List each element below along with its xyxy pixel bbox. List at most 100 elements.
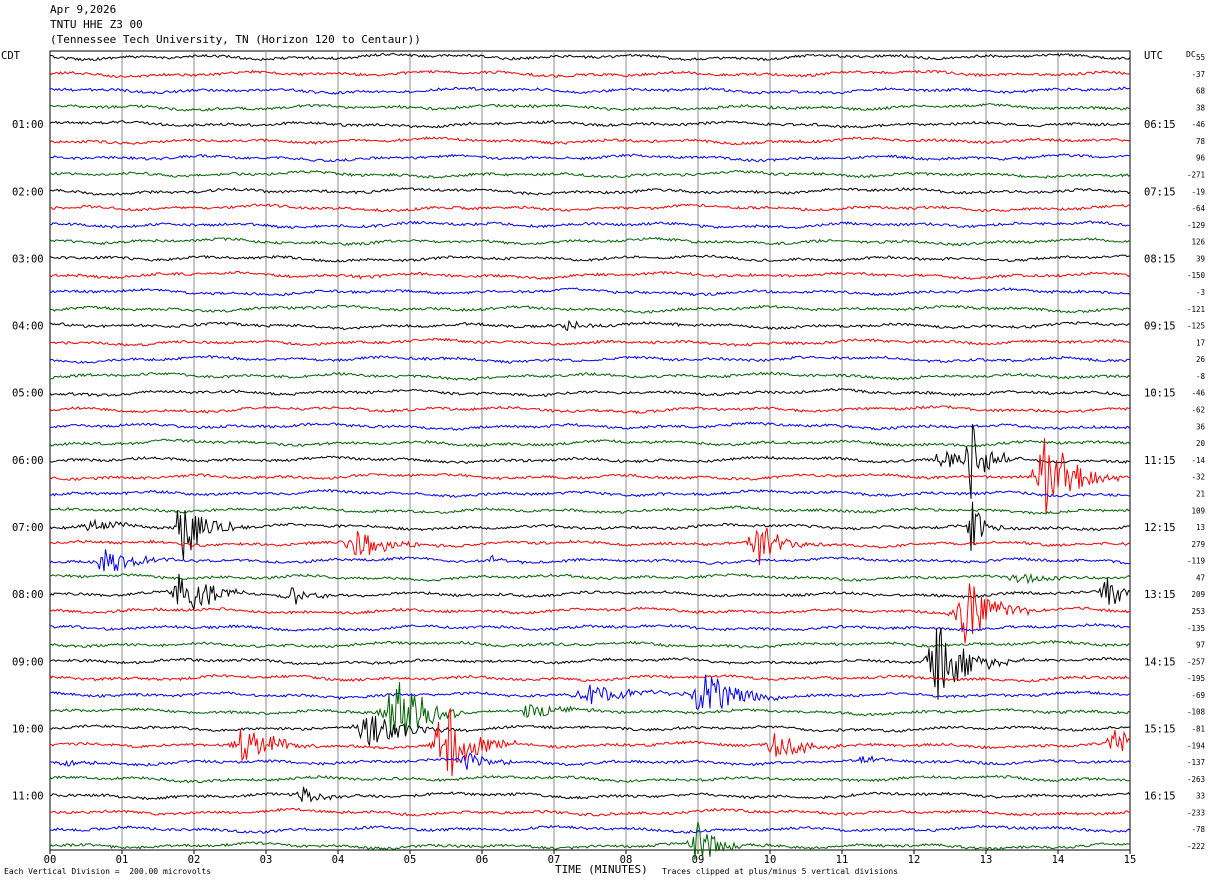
trace-26	[49, 438, 1130, 514]
trace-38	[49, 674, 1131, 683]
utc-time-label: 06:15	[1144, 119, 1176, 131]
dc-offset-28: 109	[1191, 506, 1205, 515]
x-tick-label-00: 00	[44, 854, 57, 866]
dc-offset-34: 253	[1191, 607, 1205, 616]
x-tick-label-03: 03	[260, 854, 273, 866]
header-location: (Tennessee Tech University, TN (Horizon …	[50, 33, 421, 46]
dc-offset-9: -19	[1191, 187, 1205, 196]
dc-offset-35: -135	[1187, 624, 1205, 633]
dc-offset-7: 96	[1196, 154, 1206, 163]
left-axis-title: CDT	[1, 50, 20, 62]
trace-31	[49, 549, 1131, 572]
cdt-time-label: 10:00	[12, 723, 44, 735]
trace-18	[49, 337, 1131, 347]
trace-37	[49, 627, 1131, 700]
dc-offset-40: -108	[1187, 708, 1206, 717]
cdt-time-label: 02:00	[12, 186, 44, 198]
trace-8	[49, 169, 1131, 179]
utc-time-label: 08:15	[1144, 253, 1176, 265]
cdt-time-label: 09:00	[12, 656, 44, 668]
dc-offset-43: -137	[1187, 758, 1205, 767]
x-tick-label-01: 01	[116, 854, 129, 866]
cdt-time-label: 07:00	[12, 522, 44, 534]
trace-3	[49, 86, 1131, 95]
x-tick-label-14: 14	[1052, 854, 1065, 866]
dc-offset-20: -8	[1196, 372, 1206, 381]
trace-11	[49, 220, 1131, 229]
trace-23	[49, 421, 1131, 431]
dc-offset-16: -121	[1187, 305, 1205, 314]
dc-offset-30: 279	[1191, 540, 1205, 549]
trace-13	[49, 254, 1130, 263]
x-tick-label-12: 12	[908, 854, 921, 866]
trace-32	[49, 573, 1131, 585]
trace-16	[50, 304, 1131, 314]
dc-offset-13: 39	[1196, 254, 1205, 263]
trace-25	[49, 424, 1131, 499]
dc-offset-37: -257	[1187, 657, 1205, 666]
dc-offset-45: 33	[1196, 792, 1205, 801]
dc-offset-3: 68	[1196, 87, 1206, 96]
dc-offset-27: 21	[1196, 489, 1205, 498]
utc-time-label: 11:15	[1144, 455, 1176, 467]
trace-4	[49, 103, 1131, 112]
trace-9	[49, 187, 1131, 196]
dc-offset-23: 36	[1196, 422, 1206, 431]
trace-30	[49, 527, 1131, 566]
x-tick-label-05: 05	[404, 854, 417, 866]
trace-22	[49, 405, 1131, 415]
trace-35	[49, 622, 1131, 632]
trace-20	[49, 371, 1131, 381]
dc-offset-21: -46	[1191, 389, 1205, 398]
dc-offset-17: -125	[1187, 322, 1205, 331]
utc-time-label: 09:15	[1144, 321, 1176, 333]
right-axis-title: UTC	[1144, 50, 1163, 62]
x-tick-label-13: 13	[980, 854, 993, 866]
dc-offset-42: -194	[1187, 741, 1206, 750]
dc-offset-36: 97	[1196, 641, 1205, 650]
trace-39	[49, 674, 1131, 711]
dc-offset-38: -195	[1187, 674, 1205, 683]
x-tick-label-15: 15	[1124, 854, 1137, 866]
utc-time-label: 15:15	[1144, 723, 1176, 735]
trace-7	[49, 153, 1131, 163]
dc-offset-12: 126	[1191, 238, 1205, 247]
dc-offset-47: -78	[1191, 825, 1205, 834]
trace-28	[49, 505, 1131, 516]
dc-offset-44: -263	[1187, 775, 1205, 784]
dc-offset-1: 55	[1196, 53, 1205, 62]
x-tick-label-10: 10	[764, 854, 777, 866]
dc-offset-46: -233	[1187, 808, 1205, 817]
trace-43	[49, 752, 1131, 770]
dc-offset-25: -14	[1191, 456, 1205, 465]
x-tick-label-06: 06	[476, 854, 489, 866]
trace-42	[49, 708, 1131, 777]
dc-offset-24: 20	[1196, 439, 1206, 448]
trace-12	[49, 236, 1131, 247]
plot-frame	[49, 50, 1131, 851]
trace-48	[49, 821, 1131, 860]
trace-2	[49, 69, 1131, 79]
trace-40	[49, 682, 1131, 734]
trace-36	[49, 640, 1131, 649]
dc-offset-22: -62	[1191, 406, 1205, 415]
x-tick-label-07: 07	[548, 854, 561, 866]
utc-time-label: 12:15	[1144, 522, 1176, 534]
trace-21	[49, 388, 1131, 398]
trace-34	[49, 583, 1131, 644]
cdt-time-label: 11:00	[12, 791, 44, 803]
dc-offset-10: -64	[1191, 204, 1205, 213]
dc-offset-31: -119	[1187, 557, 1205, 566]
trace-5	[49, 119, 1131, 129]
dc-offset-5: -46	[1191, 120, 1205, 129]
utc-time-label: 14:15	[1144, 656, 1176, 668]
clip-note: Traces clipped at plus/minus 5 vertical …	[662, 867, 899, 876]
dc-offset-18: 17	[1196, 338, 1205, 347]
dc-offset-19: 26	[1196, 355, 1206, 364]
trace-47	[49, 824, 1131, 834]
trace-29	[49, 501, 1131, 560]
scale-note: Each Vertical Division = 200.00 microvol…	[4, 867, 212, 876]
dc-offset-15: -3	[1196, 288, 1205, 297]
x-axis-title: TIME (MINUTES)	[555, 863, 648, 876]
